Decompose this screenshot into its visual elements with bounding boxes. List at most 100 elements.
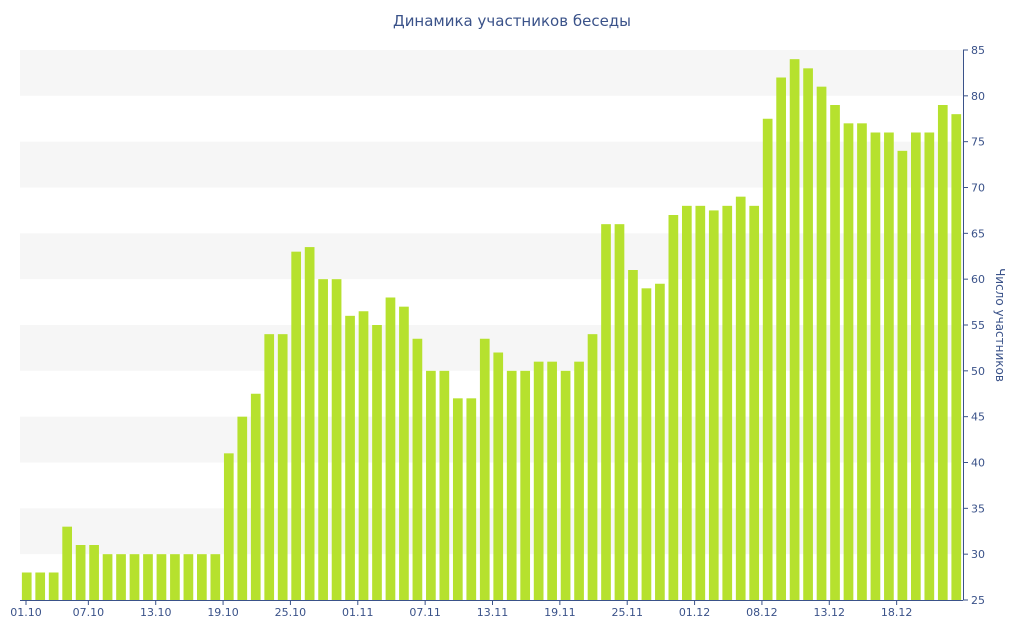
bar <box>749 205 760 601</box>
y-tick-label: 45 <box>971 411 985 424</box>
bar <box>533 361 544 600</box>
bar <box>102 554 113 600</box>
bar <box>937 105 948 600</box>
y-tick-label: 35 <box>971 502 985 515</box>
x-tick-label: 01.12 <box>679 606 711 619</box>
bar <box>897 150 908 601</box>
y-tick-label: 40 <box>971 457 985 470</box>
y-tick-label: 60 <box>971 273 985 286</box>
bar <box>722 205 733 601</box>
bar <box>587 334 598 600</box>
y-tick-label: 85 <box>971 44 985 57</box>
y-tick-label: 65 <box>971 227 985 240</box>
bar <box>668 215 679 600</box>
bar <box>547 361 557 600</box>
x-tick-label: 13.11 <box>477 606 509 619</box>
bar <box>681 205 692 601</box>
bar <box>857 123 867 600</box>
bar <box>21 572 32 600</box>
bar <box>62 526 72 600</box>
x-tick-label: 19.11 <box>544 606 576 619</box>
bar <box>48 572 59 600</box>
bar <box>116 554 126 600</box>
axes-group: 25 30 35 40 45 50 55 60 65 70 75 80 85 01.10 07.10 13.1… <box>10 44 985 619</box>
bar <box>762 118 773 600</box>
bar <box>493 352 504 600</box>
x-tick-label: 18.12 <box>881 606 913 619</box>
bar <box>574 361 584 600</box>
y-tick-label: 70 <box>971 182 985 195</box>
y-tick-label: 80 <box>971 90 985 103</box>
bar <box>695 205 706 601</box>
bar <box>951 114 962 601</box>
x-tick-label: 07.10 <box>73 606 105 619</box>
x-tick-label: 01.10 <box>10 606 42 619</box>
bar <box>735 196 746 600</box>
bar <box>237 416 248 600</box>
y-tick-label: 75 <box>971 136 985 149</box>
bar <box>250 393 261 600</box>
bar <box>143 554 153 600</box>
bar <box>318 279 328 600</box>
x-tick-label: 08.12 <box>746 606 778 619</box>
bar <box>641 288 652 600</box>
bar <box>439 370 450 600</box>
bar <box>385 297 396 600</box>
bar <box>830 105 840 600</box>
bar <box>601 224 611 600</box>
bar <box>479 338 490 600</box>
bar <box>506 370 517 600</box>
bar <box>291 251 302 600</box>
chart-title: Динамика участников беседы <box>392 12 632 30</box>
bar <box>129 554 140 600</box>
x-tick-label: 19.10 <box>207 606 239 619</box>
bar <box>89 545 99 600</box>
x-tick-label: 01.11 <box>342 606 374 619</box>
bar <box>277 334 288 600</box>
bar <box>870 132 881 600</box>
bar <box>345 315 355 600</box>
bar <box>614 224 625 600</box>
bar <box>170 554 180 600</box>
x-tick-label: 13.12 <box>814 606 846 619</box>
bar <box>183 554 194 600</box>
bar <box>884 132 894 600</box>
bar <box>358 311 369 600</box>
bar <box>156 554 167 600</box>
bar <box>843 123 854 600</box>
bar <box>223 453 234 600</box>
bar <box>426 370 436 600</box>
bar <box>776 77 786 600</box>
bar <box>304 247 315 601</box>
bar <box>264 334 275 600</box>
x-tick-label: 25.11 <box>611 606 643 619</box>
bar <box>331 279 342 600</box>
bar <box>655 283 665 600</box>
y-tick-label: 30 <box>971 548 985 561</box>
bar <box>466 398 477 600</box>
x-tick-label: 13.10 <box>140 606 172 619</box>
bar <box>399 306 409 600</box>
bar <box>803 68 813 601</box>
bar <box>708 210 719 600</box>
bar <box>452 398 463 600</box>
bar <box>210 554 221 600</box>
bar <box>520 370 531 600</box>
x-tick-label: 25.10 <box>275 606 307 619</box>
bar <box>560 370 571 600</box>
bar <box>372 325 382 600</box>
x-tick-label: 07.11 <box>409 606 441 619</box>
y-axis-title: Число участников <box>993 268 1007 382</box>
bar <box>75 545 86 600</box>
bar <box>924 132 935 600</box>
bar <box>816 86 827 600</box>
bars-group <box>21 59 962 601</box>
bar <box>412 338 423 600</box>
y-tick-label: 50 <box>971 365 985 378</box>
y-tick-label: 55 <box>971 319 985 332</box>
bar <box>35 572 46 600</box>
bar <box>197 554 207 600</box>
bar <box>628 270 638 600</box>
y-tick-label: 25 <box>971 594 985 607</box>
